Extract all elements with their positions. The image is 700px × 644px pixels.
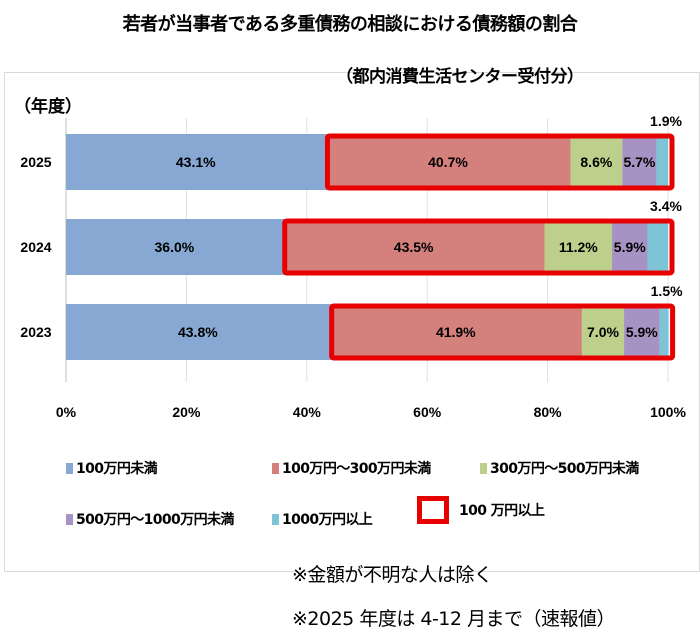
legend-swatch [66,513,73,525]
legend-label: 100万円～300万円未満 [282,461,431,477]
legend-item: 100万円～300万円未満 [272,458,431,478]
bar-segment [544,219,613,275]
highlight-box [324,133,675,191]
data-label: 1.9% [650,113,682,129]
bar-segment [570,134,623,190]
legend-label: 100万円未満 [76,461,158,477]
x-tick-label: 60% [413,404,442,420]
data-label: 5.9% [626,324,658,340]
highlight-box [329,303,676,361]
data-label: 1.5% [651,283,683,299]
legend-item: 100 万円以上 [417,496,545,524]
y-tick-label: 2025 [20,154,51,170]
x-tick-label: 0% [56,404,77,420]
data-label: 36.0% [155,239,195,255]
bar-segment [66,304,330,360]
data-label: 43.5% [394,239,434,255]
data-label: 41.9% [436,324,476,340]
legend-swatch [272,513,279,525]
legend-swatch [480,462,487,474]
y-axis-label: （年度） [14,97,82,117]
legend-item: 100万円未満 [66,458,158,478]
x-tick-label: 40% [293,404,322,420]
bar-segment [282,219,545,275]
data-label: 5.9% [614,239,646,255]
data-label: 40.7% [428,154,468,170]
bar-segment [581,304,625,360]
legend-item: 300万円～500万円未満 [480,458,639,478]
bar-segment [622,134,657,190]
x-tick-label: 80% [534,404,563,420]
bar-segment [647,219,668,275]
bar-segment [624,304,660,360]
legend-item: 1000万円以上 [272,509,373,529]
x-tick-label: 100% [650,404,686,420]
y-tick-label: 2023 [20,324,51,340]
bar-segment [66,219,283,275]
chart-subtitle: （都内消費生活センター受付分） [336,67,584,87]
bar-segment [656,134,668,190]
data-label: 43.1% [176,154,216,170]
bar-segment [659,304,669,360]
legend-swatch [272,462,279,474]
data-label: 11.2% [559,239,598,255]
note: ※2025 年度は 4-12 月まで（速報値） [292,608,616,630]
note: ※金額が不明な人は除く [292,564,493,586]
data-label: 8.6% [580,154,612,170]
legend-item: 500万円～1000万円未満 [66,509,234,529]
legend-label: 1000万円以上 [282,512,373,528]
chart-title: 若者が当事者である多重債務の相談における債務額の割合 [122,14,578,35]
data-label: 3.4% [650,198,682,214]
bar-segment [612,219,648,275]
legend-swatch [66,462,73,474]
data-label: 7.0% [587,324,619,340]
x-tick-label: 20% [172,404,201,420]
data-label: 43.8% [178,324,218,340]
bar-segment [66,134,326,190]
data-label: 5.7% [623,154,655,170]
bar-segment [329,304,582,360]
y-tick-label: 2024 [20,239,51,255]
legend-highlight-box [417,496,449,524]
legend-label: 100 万円以上 [459,503,545,519]
highlight-box [282,218,675,276]
legend-label: 300万円～500万円未満 [490,461,639,477]
bar-segment [325,134,571,190]
legend-label: 500万円～1000万円未満 [76,512,234,528]
